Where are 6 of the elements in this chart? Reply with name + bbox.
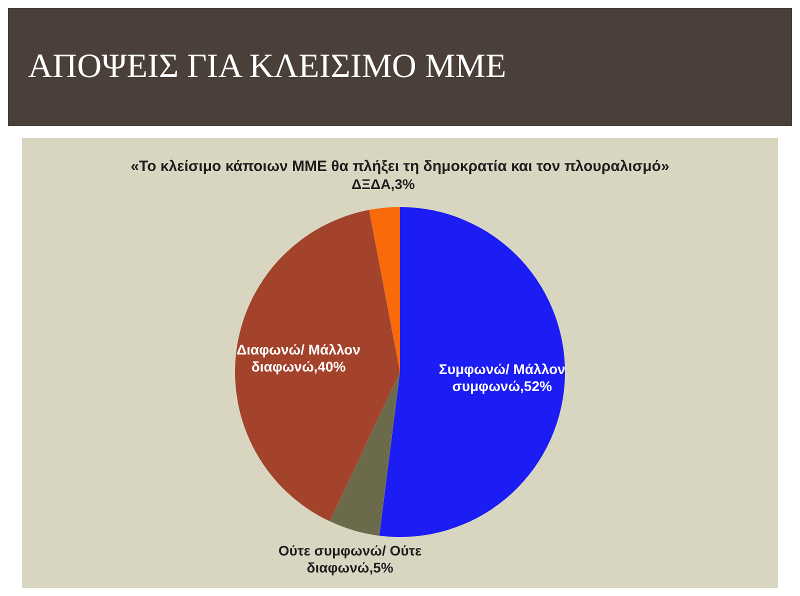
slice-label: Συμφωνώ/ Μάλλον συμφωνώ,52% — [438, 360, 566, 394]
slice-label: Διαφωνώ/ Μάλλον διαφωνώ,40% — [236, 342, 361, 375]
slice-label: ΔΞΔΑ,3% — [351, 176, 416, 192]
slice-label: Ούτε συμφωνώ/ Ούτε διαφωνώ,5% — [278, 542, 422, 576]
chart-subtitle: «Το κλείσιμο κάποιων ΜΜΕ θα πλήξει τη δημοκρατία και τον πλουραλισμό» — [130, 158, 670, 176]
chart-title: ΑΠΟΨΕΙΣ ΓΙΑ ΚΛΕΙΣΙΜΟ ΜΜΕ — [28, 48, 506, 86]
